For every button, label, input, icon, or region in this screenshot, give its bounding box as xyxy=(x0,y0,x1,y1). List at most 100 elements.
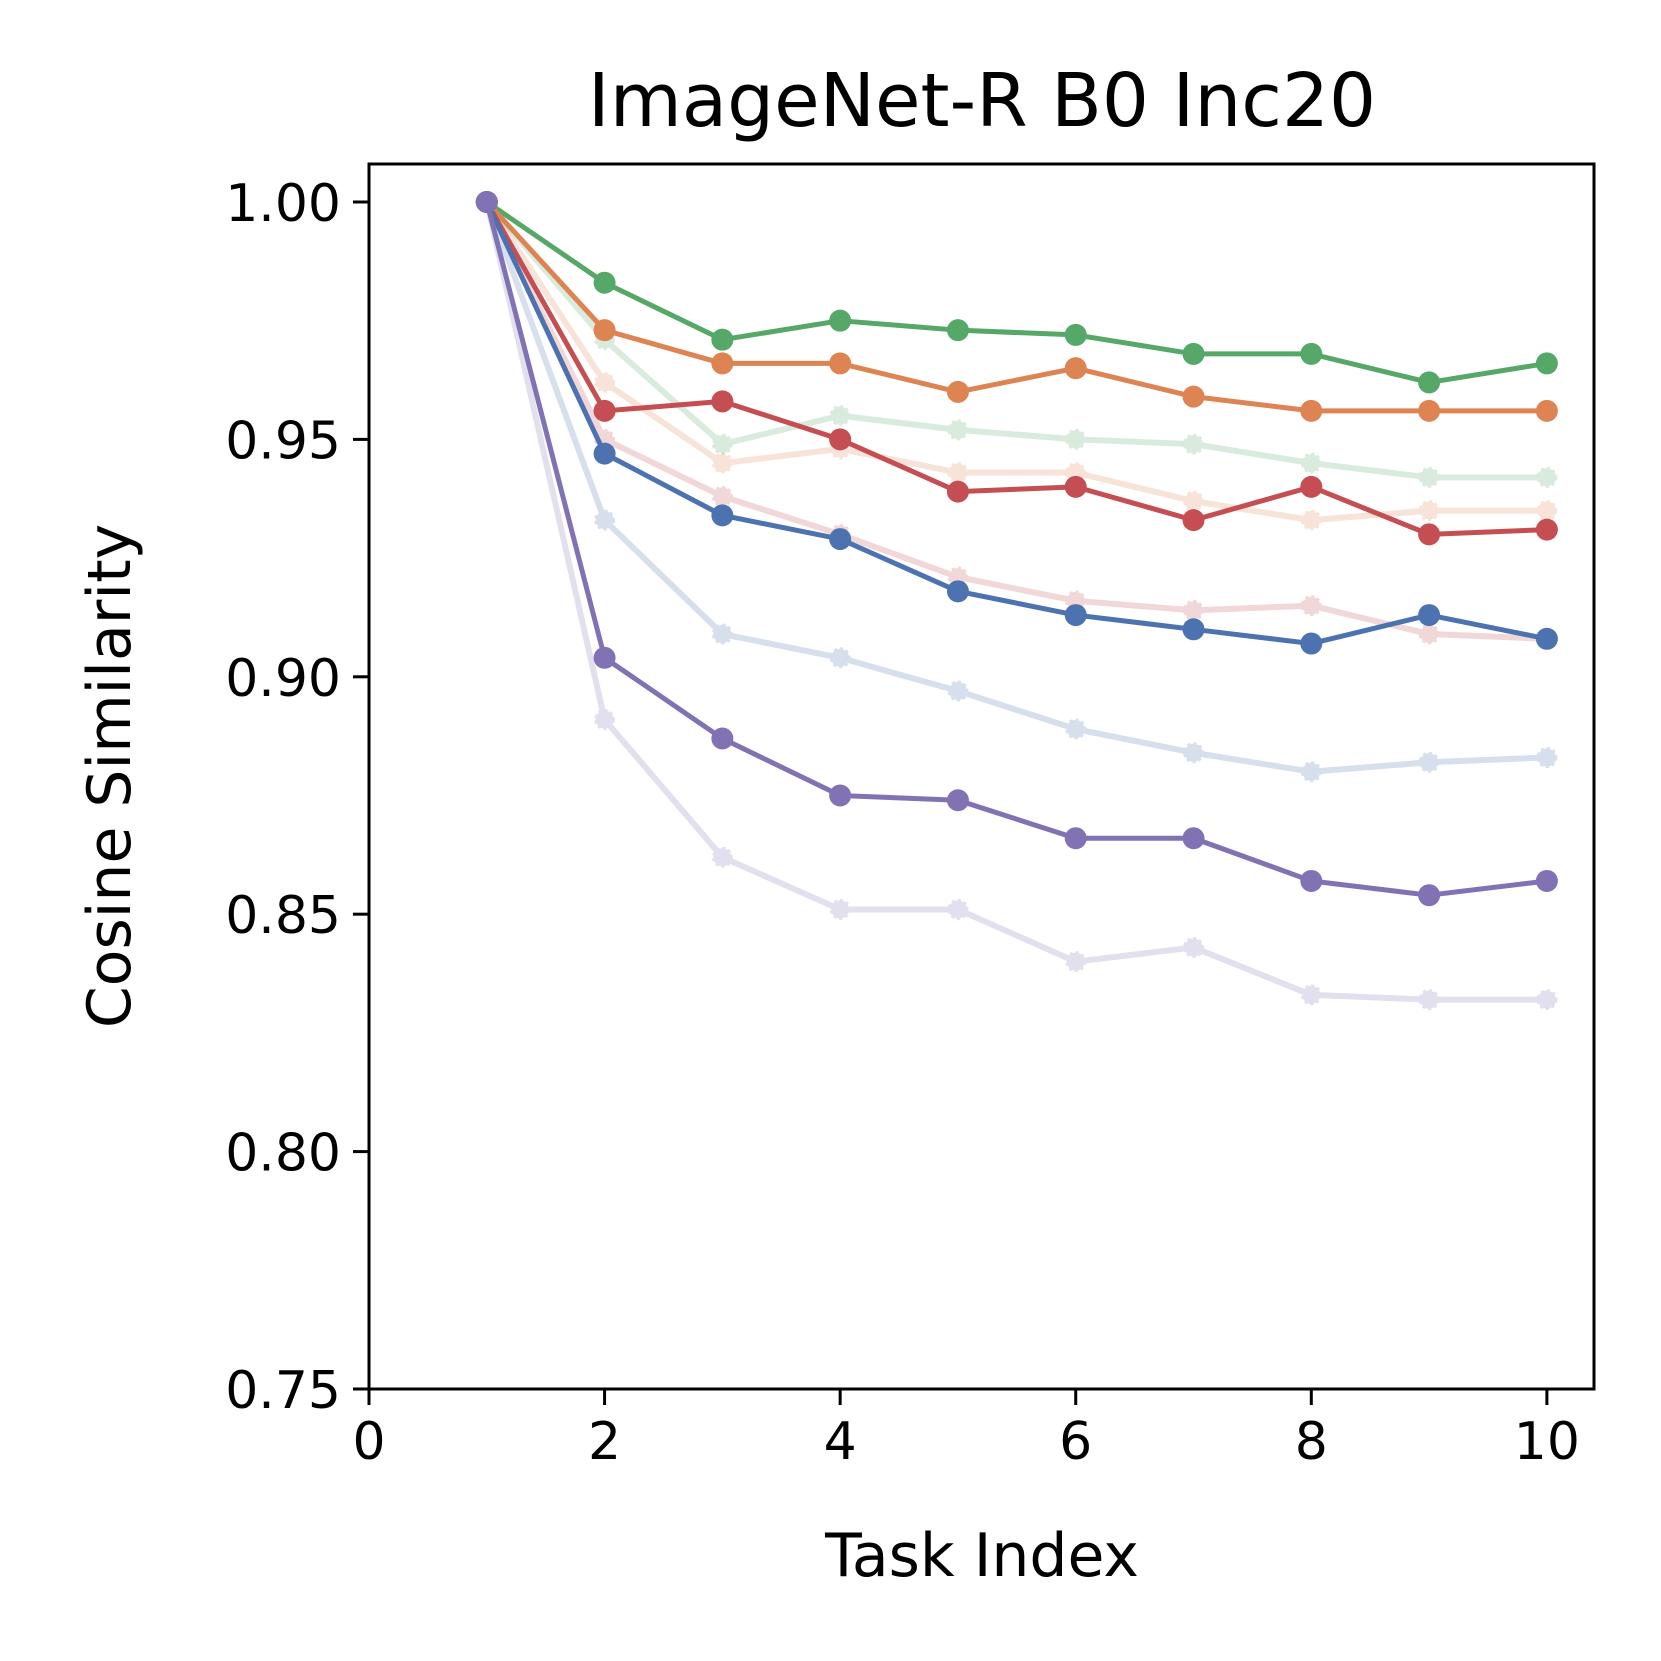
series-line xyxy=(484,200,1547,481)
y-tick-label: 0.80 xyxy=(225,1124,341,1184)
data-point xyxy=(829,428,852,451)
data-point xyxy=(1536,500,1558,522)
x-tick-label: 2 xyxy=(588,1412,621,1472)
x-tick-label: 6 xyxy=(1059,1412,1092,1472)
data-point xyxy=(1418,604,1441,627)
data-point xyxy=(711,504,734,527)
data-point xyxy=(1183,936,1205,958)
data-point xyxy=(946,319,969,342)
series-line xyxy=(485,199,1548,385)
data-point xyxy=(1183,490,1205,512)
data-point xyxy=(946,380,969,403)
data-point xyxy=(1418,884,1441,907)
data-point xyxy=(947,419,969,441)
data-point xyxy=(829,309,852,332)
series-line xyxy=(484,200,1548,647)
data-point xyxy=(829,528,852,551)
x-axis-label: Task Index xyxy=(824,1521,1139,1591)
data-point xyxy=(711,727,734,750)
data-point xyxy=(1182,509,1205,532)
data-point xyxy=(1065,428,1087,450)
data-point xyxy=(947,898,969,920)
data-point xyxy=(1536,466,1558,488)
data-point xyxy=(1300,509,1322,531)
y-tick-label: 0.85 xyxy=(225,886,341,946)
x-axis: 0 2 4 6 8 10 xyxy=(352,1389,1580,1472)
y-tick-label: 0.90 xyxy=(225,649,341,709)
data-point xyxy=(1418,989,1440,1011)
data-point xyxy=(711,390,734,413)
data-point xyxy=(1535,399,1558,422)
series-line xyxy=(483,201,1547,1003)
data-point xyxy=(829,647,851,669)
data-point xyxy=(711,485,733,507)
series-line xyxy=(484,200,1547,537)
data-point xyxy=(1064,827,1087,850)
data-point xyxy=(1418,500,1440,522)
data-point xyxy=(1536,747,1558,769)
data-point xyxy=(1535,518,1558,541)
data-point xyxy=(593,442,616,465)
data-point xyxy=(829,352,852,375)
data-point xyxy=(1418,523,1441,546)
data-point xyxy=(594,509,616,531)
data-point xyxy=(711,846,733,868)
data-point xyxy=(947,462,969,484)
series-purple xyxy=(475,190,1558,907)
x-tick-label: 4 xyxy=(824,1412,857,1472)
data-point xyxy=(1418,751,1440,773)
data-point xyxy=(1418,623,1440,645)
data-point xyxy=(1418,466,1440,488)
data-point xyxy=(711,352,734,375)
data-point xyxy=(1300,475,1323,498)
x-tick-label: 10 xyxy=(1514,1412,1580,1472)
data-point xyxy=(1300,399,1323,422)
data-point xyxy=(1183,599,1205,621)
data-point xyxy=(1182,342,1205,365)
data-point xyxy=(1300,632,1323,655)
data-point xyxy=(711,623,733,645)
series-line xyxy=(484,201,1548,898)
data-point xyxy=(1535,352,1558,375)
data-point xyxy=(1536,989,1558,1011)
data-point xyxy=(1065,951,1087,973)
data-point xyxy=(593,271,616,294)
data-point xyxy=(1418,399,1441,422)
x-tick-label: 0 xyxy=(352,1412,385,1472)
data-point xyxy=(829,784,852,807)
data-point xyxy=(593,646,616,669)
series-line xyxy=(484,200,1548,642)
data-point xyxy=(1300,869,1323,892)
y-tick-label: 0.75 xyxy=(225,1361,341,1421)
data-point xyxy=(711,328,734,351)
series-line xyxy=(484,200,1547,414)
data-point xyxy=(946,580,969,603)
y-tick-label: 1.00 xyxy=(225,174,341,234)
data-point xyxy=(594,709,616,731)
data-point xyxy=(1065,718,1087,740)
series-purple-faded xyxy=(476,191,1558,1011)
data-point xyxy=(1300,452,1322,474)
data-point xyxy=(947,680,969,702)
data-point xyxy=(1535,869,1558,892)
data-point xyxy=(1183,433,1205,455)
data-point xyxy=(593,399,616,422)
data-point xyxy=(1182,618,1205,641)
data-point xyxy=(1064,475,1087,498)
data-point xyxy=(829,405,851,427)
chart-title: ImageNet-R B0 Inc20 xyxy=(588,58,1376,144)
data-point xyxy=(1300,984,1322,1006)
data-point xyxy=(1300,342,1323,365)
data-point xyxy=(475,190,498,213)
data-point xyxy=(711,433,733,455)
series-line xyxy=(483,200,1548,775)
y-axis-label: Cosine Similarity xyxy=(75,524,145,1028)
data-point xyxy=(711,452,733,474)
data-point xyxy=(594,371,616,393)
data-point xyxy=(1182,385,1205,408)
data-point xyxy=(1300,761,1322,783)
y-tick-label: 0.95 xyxy=(225,411,341,471)
series-line xyxy=(484,200,1547,524)
data-point xyxy=(1183,742,1205,764)
